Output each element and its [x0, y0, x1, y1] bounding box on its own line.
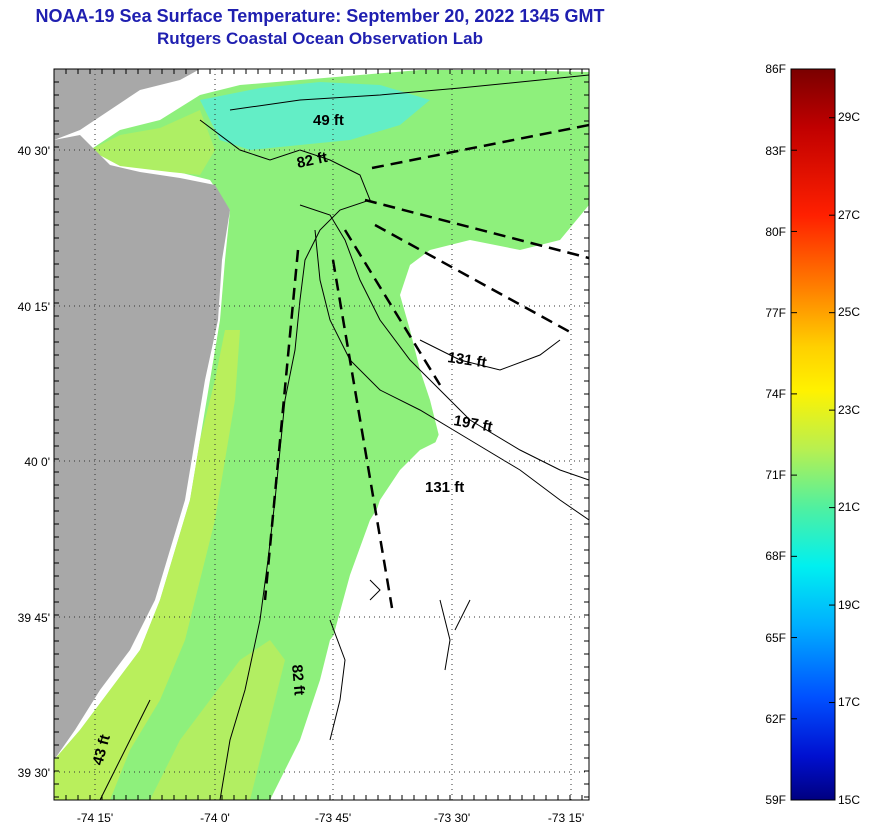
depth-label-49ft: 49 ft [313, 112, 344, 129]
depth-label-82ft-north: 82 ft [295, 149, 329, 172]
transect-lines [263, 123, 589, 609]
map-title: NOAA-19 Sea Surface Temperature: Septemb… [35, 6, 605, 26]
sst-cool-water [200, 82, 430, 150]
lon-label-73-15: -73 15' [548, 811, 584, 825]
depth-label-82ft-south: 82 ft [288, 664, 308, 696]
lon-label-74-15: -74 15' [77, 811, 113, 825]
bathymetry-contours [99, 74, 589, 800]
sst-field: 49 ft 82 ft 131 ft 197 ft 131 ft 82 ft 4… [54, 69, 589, 800]
depth-label-131ft-south: 131 ft [425, 479, 464, 496]
sst-warm-patch-south [150, 640, 285, 800]
land-long-island [54, 69, 200, 140]
depth-label-197ft: 197 ft [452, 412, 494, 436]
latitude-labels: 40 30' 40 15' 40 0' 39 45' 39 30' [18, 144, 50, 780]
map-subtitle: Rutgers Coastal Ocean Observation Lab [157, 29, 483, 48]
lat-label-39-30: 39 30' [18, 766, 50, 780]
lat-label-40-15: 40 15' [18, 300, 50, 314]
lat-label-39-45: 39 45' [18, 611, 50, 625]
grid-lines [54, 69, 589, 800]
no-data-region [290, 205, 589, 800]
lon-label-74-0: -74 0' [200, 811, 230, 825]
sst-warm-patch-north [90, 110, 215, 175]
map-border [53, 68, 590, 801]
depth-labels: 49 ft 82 ft 131 ft 197 ft 131 ft 82 ft 4… [89, 112, 493, 767]
depth-label-131ft-east: 131 ft [446, 349, 487, 371]
longitude-labels: -74 15' -74 0' -73 45' -73 30' -73 15' [77, 811, 584, 825]
lat-label-40-0: 40 0' [24, 455, 50, 469]
axis-ticks [53, 68, 589, 800]
lon-label-73-30: -73 30' [434, 811, 470, 825]
lon-label-73-45: -73 45' [315, 811, 351, 825]
land-new-jersey [54, 135, 230, 760]
lat-label-40-30: 40 30' [18, 144, 50, 158]
